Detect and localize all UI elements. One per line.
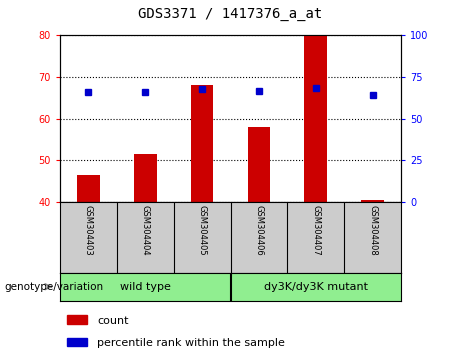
- Bar: [361, 200, 384, 202]
- Bar: [304, 35, 327, 202]
- Text: GSM304405: GSM304405: [198, 205, 207, 256]
- Text: genotype/variation: genotype/variation: [5, 282, 104, 292]
- Text: dy3K/dy3K mutant: dy3K/dy3K mutant: [264, 282, 368, 292]
- Bar: [248, 127, 270, 202]
- Text: GSM304403: GSM304403: [84, 205, 93, 256]
- Text: count: count: [97, 315, 129, 326]
- Text: GSM304407: GSM304407: [311, 205, 320, 256]
- Text: GSM304404: GSM304404: [141, 205, 150, 256]
- Text: GDS3371 / 1417376_a_at: GDS3371 / 1417376_a_at: [138, 7, 323, 21]
- Bar: [77, 175, 100, 202]
- Text: GSM304406: GSM304406: [254, 205, 263, 256]
- Bar: [134, 154, 157, 202]
- Bar: [191, 85, 213, 202]
- Text: GSM304408: GSM304408: [368, 205, 377, 256]
- Text: percentile rank within the sample: percentile rank within the sample: [97, 338, 285, 348]
- Bar: [67, 338, 87, 346]
- Text: wild type: wild type: [120, 282, 171, 292]
- Bar: [67, 315, 87, 324]
